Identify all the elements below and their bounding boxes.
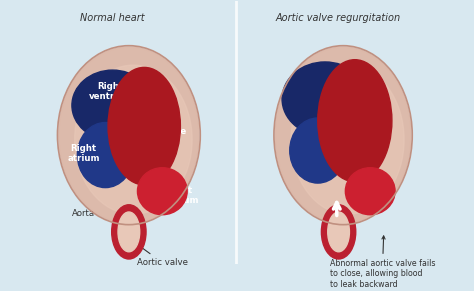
Ellipse shape <box>137 168 187 215</box>
Ellipse shape <box>77 123 133 188</box>
Ellipse shape <box>282 62 368 136</box>
Ellipse shape <box>290 118 346 183</box>
Text: Aortic valve: Aortic valve <box>131 240 188 267</box>
Text: Aortic valve regurgitation: Aortic valve regurgitation <box>276 13 401 23</box>
Text: Left
atrium: Left atrium <box>167 186 200 205</box>
Text: Right
atrium: Right atrium <box>67 143 100 163</box>
Ellipse shape <box>112 205 146 259</box>
Ellipse shape <box>118 212 140 252</box>
Ellipse shape <box>108 68 181 185</box>
Text: Left
ventricle: Left ventricle <box>144 116 187 136</box>
Ellipse shape <box>59 47 199 223</box>
Ellipse shape <box>275 47 411 223</box>
Ellipse shape <box>346 168 395 215</box>
Ellipse shape <box>321 205 356 259</box>
Ellipse shape <box>74 65 192 214</box>
Text: Abnormal aortic valve fails
to close, allowing blood
to leak backward: Abnormal aortic valve fails to close, al… <box>329 236 435 289</box>
Text: Right
ventricle: Right ventricle <box>89 82 132 102</box>
Ellipse shape <box>72 70 153 141</box>
Text: Aorta: Aorta <box>72 209 95 218</box>
Ellipse shape <box>291 65 404 214</box>
Ellipse shape <box>328 212 349 252</box>
Text: Normal heart: Normal heart <box>80 13 145 23</box>
Ellipse shape <box>318 60 392 182</box>
